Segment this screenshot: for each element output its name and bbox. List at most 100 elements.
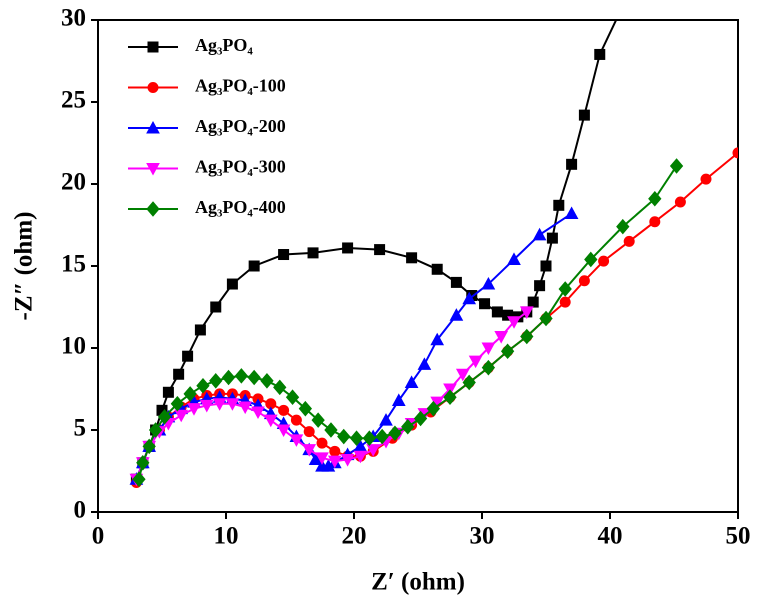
y-axis-label: -Z″ (ohm) (11, 212, 38, 321)
marker (413, 410, 428, 427)
marker (426, 400, 441, 417)
marker (391, 393, 406, 406)
marker (307, 247, 319, 259)
marker (209, 373, 223, 389)
marker (327, 455, 342, 469)
marker (342, 242, 354, 254)
marker (584, 251, 598, 268)
marker (564, 206, 579, 220)
marker (316, 437, 328, 449)
marker (337, 428, 351, 445)
marker (221, 369, 236, 386)
marker (674, 196, 686, 208)
marker (225, 398, 240, 411)
marker (540, 260, 552, 272)
marker (251, 406, 265, 420)
marker (546, 232, 558, 244)
marker (700, 173, 712, 185)
marker (417, 357, 432, 370)
marker (182, 350, 194, 362)
marker (210, 301, 222, 313)
marker (500, 343, 515, 360)
marker (194, 324, 206, 336)
marker (375, 428, 389, 445)
marker (566, 158, 578, 170)
marker (623, 235, 635, 247)
marker (290, 414, 302, 426)
marker (248, 260, 260, 272)
legend-marker (146, 163, 160, 176)
marker (311, 412, 325, 428)
legend-label: Ag₃PO₄ (195, 35, 253, 55)
marker (404, 375, 419, 388)
marker (669, 158, 684, 174)
legend-marker (146, 120, 160, 134)
marker (238, 401, 253, 415)
marker (142, 438, 156, 455)
marker (276, 424, 291, 438)
marker (594, 48, 606, 60)
marker (285, 389, 300, 405)
marker (303, 426, 315, 438)
marker (183, 386, 197, 402)
marker (362, 430, 377, 446)
marker (132, 471, 146, 487)
marker (558, 281, 572, 297)
marker (455, 368, 470, 382)
legend-label: Ag₃PO₄-100 (195, 76, 286, 96)
legend-label: Ag₃PO₄-400 (195, 197, 286, 217)
marker (349, 430, 364, 446)
marker (273, 379, 287, 396)
marker (173, 368, 185, 380)
marker (260, 373, 274, 389)
marker (388, 425, 402, 442)
legend-label: Ag₃PO₄-200 (195, 116, 286, 136)
marker (136, 455, 150, 471)
marker (353, 450, 368, 464)
y-tick-label: 10 (61, 333, 86, 360)
marker (443, 389, 457, 405)
x-tick-label: 20 (342, 523, 367, 550)
marker (534, 280, 546, 292)
marker (616, 218, 630, 235)
marker (449, 308, 464, 321)
marker (519, 306, 534, 319)
marker (302, 444, 317, 457)
marker (366, 444, 381, 457)
legend-marker (146, 201, 160, 217)
x-axis-label: Z′ (ohm) (371, 569, 465, 596)
x-tick-label: 10 (214, 523, 239, 550)
marker (278, 249, 290, 261)
marker (247, 369, 261, 386)
marker (174, 409, 189, 423)
marker (148, 422, 163, 438)
marker (308, 452, 323, 466)
marker (598, 255, 610, 267)
marker (481, 276, 496, 290)
marker (374, 244, 386, 256)
y-tick-label: 20 (61, 169, 86, 196)
marker (329, 445, 341, 457)
marker (559, 296, 571, 308)
marker (187, 403, 201, 416)
marker (431, 263, 443, 275)
marker (298, 400, 313, 417)
marker (212, 398, 227, 411)
marker (532, 227, 547, 241)
series-line (135, 20, 618, 480)
x-tick-label: 30 (470, 523, 495, 550)
y-tick-label: 25 (61, 87, 86, 114)
marker (649, 216, 661, 228)
marker (263, 414, 278, 428)
marker (289, 434, 304, 447)
marker (479, 298, 491, 310)
legend-label: Ag₃PO₄-300 (195, 157, 286, 177)
marker (315, 452, 329, 465)
y-tick-label: 30 (61, 5, 86, 32)
marker (462, 291, 477, 305)
marker (732, 147, 738, 159)
marker (379, 413, 393, 426)
marker (450, 276, 462, 288)
x-tick-label: 0 (92, 523, 105, 550)
